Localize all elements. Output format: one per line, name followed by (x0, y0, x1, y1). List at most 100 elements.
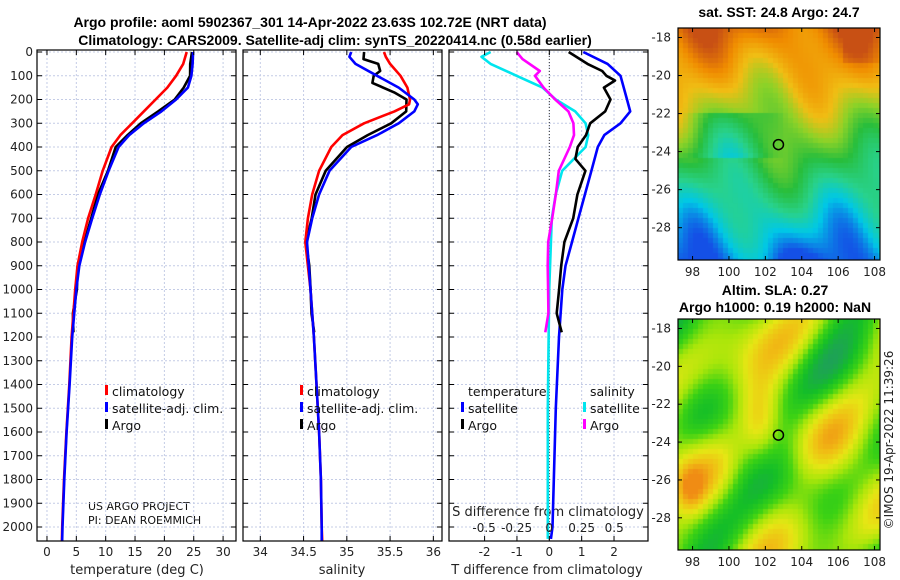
lat-tick-label: -20 (651, 359, 671, 373)
difference-legend: temperature satellite Argo salinity sate… (461, 384, 640, 433)
s-diff-tick-label: 0 (545, 521, 553, 535)
title-line-1: Argo profile: aoml 5902367_301 14-Apr-20… (73, 14, 546, 30)
x-tick-label: 35.5 (377, 545, 404, 559)
sst-heatmap (678, 28, 880, 260)
title-line-2: Climatology: CARS2009. Satellite-adj cli… (78, 32, 592, 48)
legend-temperature-title: temperature (468, 384, 547, 399)
lon-tick-label: 108 (863, 555, 886, 569)
legend-salinity-title: salinity (590, 384, 635, 399)
depth-tick-label: 1800 (2, 473, 33, 487)
x-tick-label: 20 (157, 545, 172, 559)
sla-map-title-1: Altim. SLA: 0.27 (722, 282, 829, 298)
x-tick-label: -1 (511, 545, 523, 559)
series-t-argo (555, 50, 617, 333)
series-satellite-adj-clim- (60, 51, 195, 541)
x-tick-label: 35 (339, 545, 354, 559)
depth-tick-label: 500 (10, 164, 33, 178)
lat-tick-label: -22 (651, 397, 671, 411)
depth-tick-label: 600 (10, 188, 33, 202)
legend-climatology: climatology (307, 384, 380, 399)
depth-tick-label: 1000 (2, 283, 33, 297)
salinity-axis-label: salinity (319, 563, 366, 578)
depth-tick-label: 200 (10, 93, 33, 107)
x-tick-label: 34.5 (290, 545, 317, 559)
lon-tick-label: 104 (790, 555, 813, 569)
series-climatology (60, 51, 188, 541)
legend-marker-satellite (105, 402, 108, 412)
lat-tick-label: -28 (651, 221, 671, 235)
s-diff-tick-label: 0.25 (568, 521, 595, 535)
depth-tick-label: 1600 (2, 425, 33, 439)
sla-map-frame (677, 318, 881, 551)
depth-tick-label: 1900 (2, 496, 33, 510)
credit-project: US ARGO PROJECT (88, 500, 190, 513)
x-tick-label: 10 (98, 545, 113, 559)
lat-tick-label: -24 (651, 145, 671, 159)
legend-s-satellite: satellite (590, 401, 640, 416)
s-diff-tick-label: -0.5 (472, 521, 495, 535)
legend-marker-s-satellite (583, 402, 586, 412)
x-tick-label: 0 (43, 545, 51, 559)
panel-frame (36, 49, 237, 542)
depth-tick-label: 1100 (2, 306, 33, 320)
depth-tick-label: 900 (10, 259, 33, 273)
series-t-satellite (549, 50, 632, 540)
legend-marker-t-argo (461, 419, 464, 429)
argo-location-marker (772, 429, 785, 441)
legend-s-argo: Argo (590, 418, 619, 433)
legend-climatology: climatology (112, 384, 185, 399)
depth-tick-label: 700 (10, 211, 33, 225)
legend-argo: Argo (112, 418, 141, 433)
s-diff-tick-label: -0.25 (501, 521, 532, 535)
legend-satellite: satellite-adj. clim. (307, 401, 418, 416)
legend-marker-climatology (105, 385, 108, 395)
x-tick-label: -2 (479, 545, 491, 559)
t-diff-axis-label: T difference from climatology (450, 563, 643, 578)
x-tick-label: 0 (545, 545, 553, 559)
panel-frame (242, 49, 443, 542)
lat-tick-label: -22 (651, 107, 671, 121)
panel-frame (448, 49, 649, 542)
lon-tick-label: 100 (718, 555, 741, 569)
lat-tick-label: -18 (651, 31, 671, 45)
depth-tick-label: 1300 (2, 354, 33, 368)
legend-marker-argo (105, 419, 108, 429)
lon-tick-label: 98 (685, 265, 700, 279)
lon-tick-label: 102 (754, 555, 777, 569)
temperature-legend: climatology satellite-adj. clim. Argo (105, 384, 223, 433)
argo-location-marker (772, 138, 785, 151)
frame-layer: 0100200300400500600700800900100011001200… (2, 45, 649, 559)
series-s-argo (515, 51, 576, 333)
lat-tick-label: -28 (651, 511, 671, 525)
x-tick-label: 2 (610, 545, 618, 559)
depth-tick-label: 2000 (2, 520, 33, 534)
lon-tick-label: 104 (790, 265, 813, 279)
legend-argo: Argo (307, 418, 336, 433)
x-tick-label: 5 (73, 545, 81, 559)
lon-tick-label: 108 (863, 265, 886, 279)
lat-tick-label: -26 (651, 183, 671, 197)
depth-tick-label: 400 (10, 140, 33, 154)
lon-tick-label: 106 (827, 265, 850, 279)
legend-marker-t-satellite (461, 402, 464, 412)
depth-tick-label: 1200 (2, 330, 33, 344)
credit-pi: PI: DEAN ROEMMICH (88, 514, 201, 527)
legend-marker-argo (300, 419, 303, 429)
x-tick-label: 25 (186, 545, 201, 559)
x-tick-label: 36 (426, 545, 441, 559)
x-tick-label: 15 (127, 545, 142, 559)
lon-tick-label: 100 (718, 265, 741, 279)
s-diff-tick-label: 0.5 (605, 521, 624, 535)
lat-tick-label: -24 (651, 435, 671, 449)
series-argo (71, 51, 194, 333)
grid-layer (37, 50, 648, 541)
depth-tick-label: 1700 (2, 449, 33, 463)
legend-marker-s-argo (583, 419, 586, 429)
temperature-axis-label: temperature (deg C) (70, 563, 204, 578)
depth-tick-label: 0 (25, 45, 33, 59)
x-tick-label: 30 (215, 545, 230, 559)
lat-tick-label: -20 (651, 69, 671, 83)
legend-marker-satellite (300, 402, 303, 412)
